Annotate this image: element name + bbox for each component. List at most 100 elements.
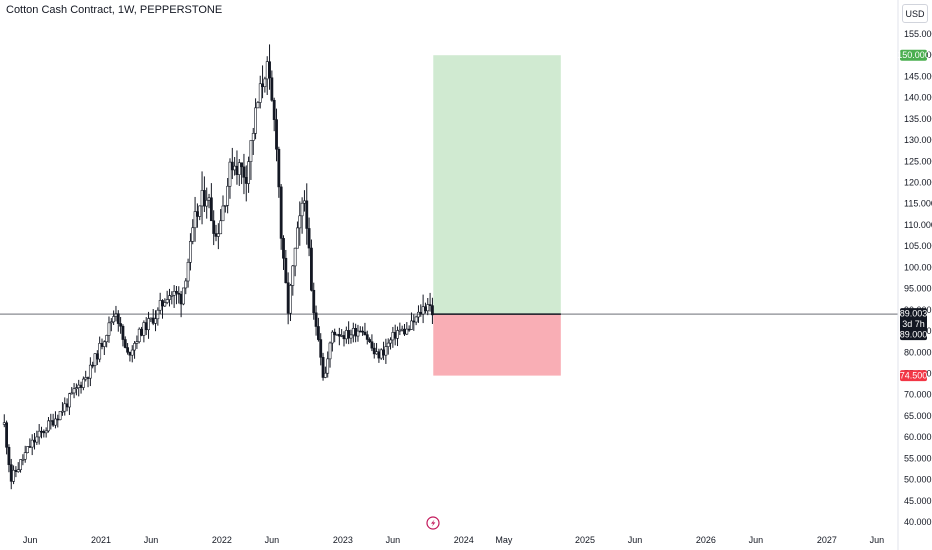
candle (9, 458, 13, 490)
candle (154, 310, 157, 332)
candle (165, 290, 169, 305)
candle (72, 383, 76, 399)
candle (240, 162, 244, 185)
candle (133, 341, 136, 359)
candle (196, 203, 199, 228)
candle (100, 338, 104, 350)
chart-title: Cotton Cash Contract, 1W, PEPPERSTONE (6, 4, 223, 16)
candle (256, 101, 260, 109)
candle (216, 223, 220, 250)
candle (300, 197, 304, 234)
candle (189, 233, 192, 271)
candle (168, 288, 171, 307)
price-tick-label: 60.000 (904, 432, 932, 442)
time-tick-label: Jun (265, 535, 280, 545)
candle (249, 140, 253, 180)
candle (356, 324, 360, 342)
candle (47, 417, 50, 433)
candle (389, 337, 392, 350)
candle (275, 108, 278, 162)
price-tick-label: 125.000 (904, 156, 932, 166)
candle (400, 325, 404, 332)
candle (244, 165, 248, 202)
candle (235, 150, 239, 185)
candle (179, 290, 183, 318)
candle (365, 330, 369, 345)
candle (330, 330, 334, 352)
target-zone[interactable] (433, 55, 561, 315)
candle (135, 335, 139, 349)
candle (375, 343, 378, 355)
time-tick-label: 2023 (333, 535, 353, 545)
candle (419, 304, 423, 317)
time-tick-label: Jun (870, 535, 885, 545)
candle (377, 348, 381, 363)
candle (202, 176, 206, 213)
currency-button[interactable]: USD (902, 4, 928, 23)
time-axis[interactable]: Jun 2021 Jun 2022 Jun 2023 Jun 2024 May 2025 Jun 20… (23, 535, 884, 545)
candle (230, 147, 234, 180)
candle (61, 402, 64, 416)
candle (351, 322, 355, 343)
candle (428, 292, 432, 312)
candle (58, 410, 62, 421)
candle (175, 285, 178, 305)
candle (200, 171, 204, 225)
candle (237, 159, 241, 186)
candle (172, 285, 176, 308)
candle (63, 397, 67, 416)
price-axis[interactable]: 155.000 150.000 145.000 140.000 135.000 130.0… (897, 0, 932, 550)
candle (149, 317, 153, 323)
candle (393, 324, 397, 346)
price-tick-label: 80.000 (904, 347, 932, 357)
price-tick-label: 135.000 (904, 114, 932, 124)
event-marker-icon[interactable] (426, 516, 440, 530)
candle (128, 351, 132, 362)
candle (321, 352, 325, 381)
price-tick-label: 155.000 (904, 29, 932, 39)
candle (268, 44, 271, 90)
price-tick-label: 95.000 (904, 284, 932, 294)
price-tick-label: 145.000 (904, 71, 932, 81)
candle (326, 351, 330, 378)
candle (16, 462, 20, 473)
candle (26, 446, 29, 454)
candle (156, 307, 160, 326)
candle (379, 348, 383, 360)
candle (340, 329, 344, 338)
candle (421, 294, 425, 324)
candle (333, 328, 337, 343)
candle (335, 333, 339, 336)
candle (307, 217, 311, 257)
stop-zone[interactable] (433, 314, 561, 376)
candle (251, 127, 255, 155)
candle (19, 459, 22, 473)
candle (344, 326, 348, 344)
candle (177, 286, 181, 304)
candle (170, 291, 174, 305)
candle (163, 298, 167, 307)
candle (233, 157, 237, 176)
candle (207, 193, 211, 209)
candle (286, 272, 290, 325)
candle (372, 342, 376, 359)
time-tick-label: Jun (144, 535, 159, 545)
candle (75, 383, 78, 396)
candle (214, 224, 218, 242)
candle (426, 297, 430, 316)
candle (412, 314, 416, 331)
time-tick-label: Jun (386, 535, 401, 545)
candle (79, 381, 83, 394)
target-price-tag: 150.000 (897, 49, 930, 61)
price-tick-label: 50.000 (904, 475, 932, 485)
candle (228, 158, 232, 199)
svg-text:3d 7h: 3d 7h (902, 319, 925, 329)
time-tick-label: 2025 (575, 535, 595, 545)
candle (368, 337, 371, 344)
price-tick-label: 70.000 (904, 390, 932, 400)
candle (184, 278, 188, 295)
candle (323, 366, 327, 379)
